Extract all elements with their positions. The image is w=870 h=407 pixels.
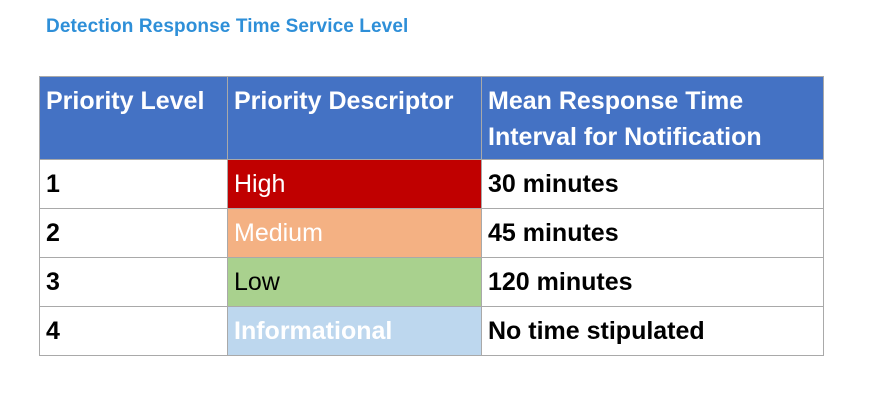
priority-descriptor-cell: High bbox=[227, 159, 482, 209]
service-level-table: Priority Level Priority Descriptor Mean … bbox=[39, 76, 824, 356]
priority-level-cell: 2 bbox=[39, 208, 228, 258]
table-header-row: Priority Level Priority Descriptor Mean … bbox=[39, 76, 824, 160]
column-header-mean-response-time: Mean Response Time Interval for Notifica… bbox=[481, 76, 824, 160]
table-row: 3 Low 120 minutes bbox=[39, 257, 824, 307]
response-interval-cell: 45 minutes bbox=[481, 208, 824, 258]
table-row: 2 Medium 45 minutes bbox=[39, 208, 824, 258]
priority-level-cell: 1 bbox=[39, 159, 228, 209]
table-row: 1 High 30 minutes bbox=[39, 159, 824, 209]
response-interval-cell: 30 minutes bbox=[481, 159, 824, 209]
priority-descriptor-cell: Medium bbox=[227, 208, 482, 258]
table-row: 4 Informational No time stipulated bbox=[39, 306, 824, 356]
response-interval-cell: No time stipulated bbox=[481, 306, 824, 356]
priority-level-cell: 3 bbox=[39, 257, 228, 307]
priority-descriptor-cell: Low bbox=[227, 257, 482, 307]
priority-descriptor-cell: Informational bbox=[227, 306, 482, 356]
response-interval-cell: 120 minutes bbox=[481, 257, 824, 307]
column-header-priority-descriptor: Priority Descriptor bbox=[227, 76, 482, 160]
priority-level-cell: 4 bbox=[39, 306, 228, 356]
page-title: Detection Response Time Service Level bbox=[46, 16, 409, 37]
column-header-priority-level: Priority Level bbox=[39, 76, 228, 160]
